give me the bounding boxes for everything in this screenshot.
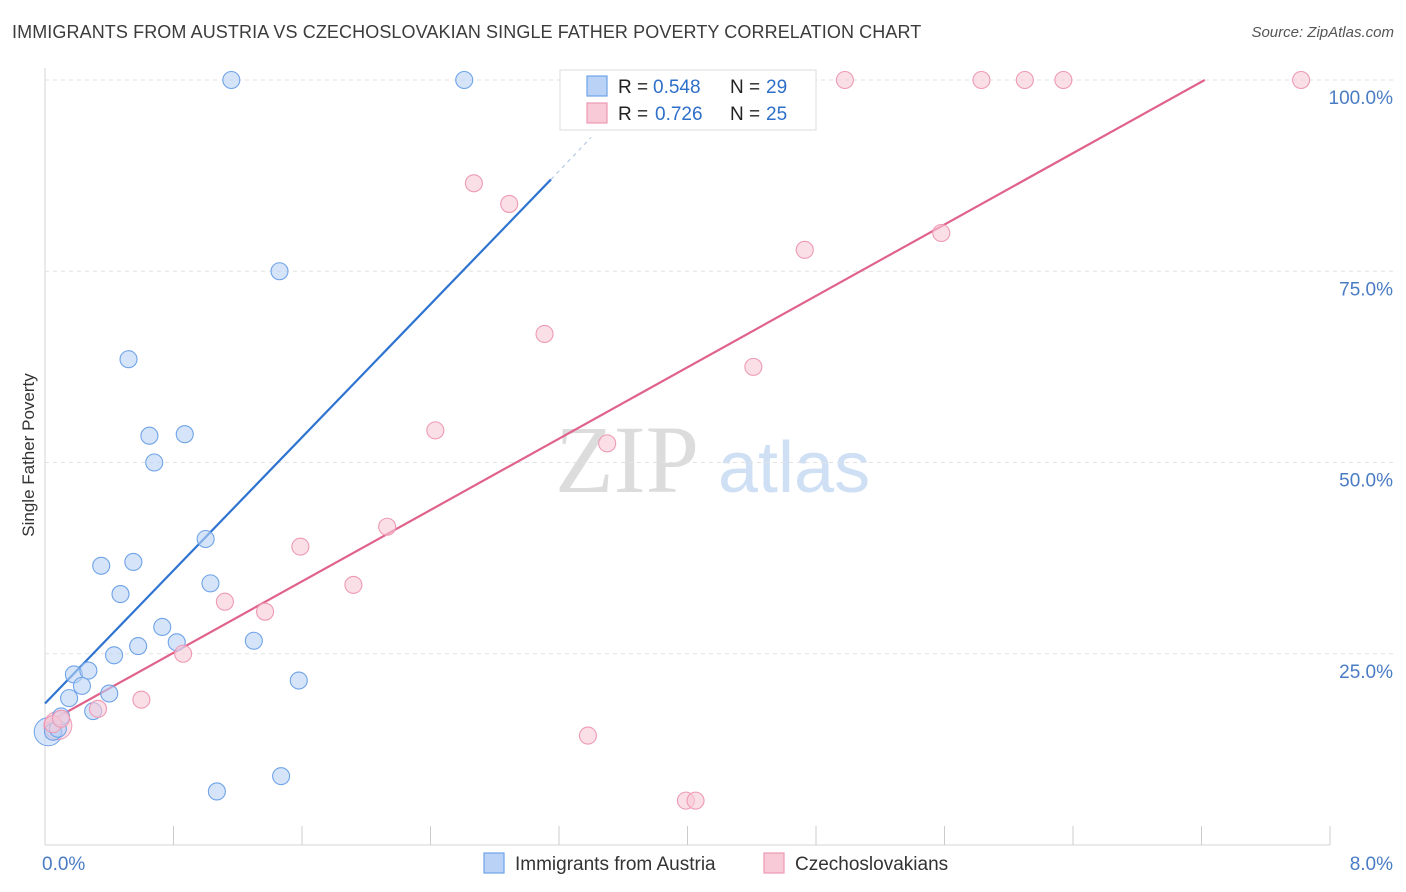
y-tick-label-3: 100.0% <box>1329 88 1394 109</box>
gridlines <box>45 79 1395 655</box>
data-point-series-1-13 <box>535 324 554 344</box>
trend-line-series-1 <box>44 79 1206 726</box>
legend-r-value-austria: 0.548 <box>653 77 701 98</box>
data-point-series-1-21 <box>932 223 951 243</box>
axes <box>44 68 1331 846</box>
data-point-series-1-23 <box>1015 70 1034 90</box>
data-point-series-0-14 <box>129 637 148 656</box>
data-point-series-1-22 <box>972 70 991 90</box>
data-point-series-0-28 <box>455 70 474 90</box>
data-point-series-0-27 <box>289 671 308 690</box>
watermark-atlas: atlas <box>718 428 870 508</box>
data-point-series-0-19 <box>175 425 194 444</box>
data-point-series-0-26 <box>272 767 291 786</box>
data-point-series-1-25 <box>1292 70 1311 90</box>
x-tick-label-min: 0.0% <box>42 854 85 875</box>
data-point-series-1-20 <box>835 70 854 90</box>
y-tick-label-0: 25.0% <box>1339 662 1393 683</box>
trend-lines <box>44 79 1206 726</box>
chart-source: Source: ZipAtlas.com <box>1251 24 1394 41</box>
data-point-series-1-2 <box>88 699 108 718</box>
data-point-series-1-24 <box>1054 70 1073 90</box>
data-point-series-1-15 <box>598 434 617 453</box>
data-point-series-0-12 <box>119 350 138 369</box>
y-tick-label-1: 50.0% <box>1339 471 1393 492</box>
chart-title: IMMIGRANTS FROM AUSTRIA VS CZECHOSLOVAKI… <box>12 22 922 42</box>
data-point-series-0-13 <box>124 552 143 572</box>
series-legend-swatch-austria <box>483 852 505 874</box>
legend-swatch-czech <box>586 102 608 124</box>
data-point-series-1-17 <box>686 791 705 810</box>
data-point-series-1-9 <box>378 517 397 536</box>
data-point-series-1-4 <box>174 644 193 663</box>
data-point-series-0-8 <box>92 556 111 575</box>
watermark-zip: ZIP <box>555 406 699 513</box>
data-point-series-0-25 <box>270 262 289 281</box>
data-point-series-1-6 <box>256 602 275 621</box>
trend-line-series-0 <box>44 178 552 705</box>
data-point-series-0-3 <box>60 689 79 708</box>
data-point-series-0-17 <box>153 617 172 637</box>
y-tick-label-2: 75.0% <box>1339 279 1393 300</box>
data-point-series-0-6 <box>79 661 98 680</box>
series-legend-label-austria: Immigrants from Austria <box>515 854 716 875</box>
series-legend-label-czech: Czechoslovakians <box>795 854 948 875</box>
data-point-series-1-14 <box>578 726 597 745</box>
series-legend-swatch-czech <box>763 852 785 874</box>
data-point-series-0-20 <box>196 529 215 549</box>
data-point-series-0-11 <box>111 585 130 604</box>
data-point-series-1-10 <box>426 421 445 440</box>
data-point-series-0-21 <box>201 574 220 593</box>
trend-extension-series-0 <box>550 136 592 180</box>
data-point-series-1-8 <box>344 575 363 594</box>
data-point-series-0-9 <box>100 684 119 703</box>
data-point-series-0-5 <box>72 676 91 695</box>
data-point-series-1-12 <box>500 194 519 213</box>
legend-r-label-czech: R = <box>618 104 648 125</box>
legend-r-value-czech: 0.726 <box>655 104 703 125</box>
data-point-series-1-19 <box>795 240 814 259</box>
data-point-series-1-18 <box>744 357 763 376</box>
data-point-series-0-15 <box>140 426 159 445</box>
correlation-legend: R = 0.548 N = 29 R = 0.726 N = 25 <box>559 69 817 131</box>
data-point-series-0-16 <box>145 453 164 472</box>
data-point-series-0-23 <box>222 70 241 90</box>
data-point-series-0-10 <box>105 646 124 665</box>
data-point-series-1-5 <box>215 592 234 611</box>
data-point-series-1-3 <box>132 690 151 709</box>
series-legend: Immigrants from Austria Czechoslovakians <box>483 852 948 875</box>
legend-n-label-austria: N = <box>730 77 760 98</box>
data-point-series-1-7 <box>291 537 310 556</box>
data-point-series-1-11 <box>464 174 483 193</box>
data-point-series-0-22 <box>207 782 226 801</box>
legend-n-value-czech: 25 <box>766 104 787 125</box>
x-tick-label-max: 8.0% <box>1350 854 1393 875</box>
legend-r-label-austria: R = <box>618 77 648 98</box>
y-tick-labels: 25.0% 50.0% 75.0% 100.0% <box>1329 88 1394 683</box>
y-axis-label: Single Father Poverty <box>19 373 38 537</box>
legend-n-label-czech: N = <box>730 104 760 125</box>
legend-n-value-austria: 29 <box>766 77 787 98</box>
data-point-series-1-1 <box>52 709 71 728</box>
legend-swatch-austria <box>586 75 608 97</box>
data-points <box>33 70 1311 810</box>
data-point-series-0-24 <box>244 631 263 650</box>
